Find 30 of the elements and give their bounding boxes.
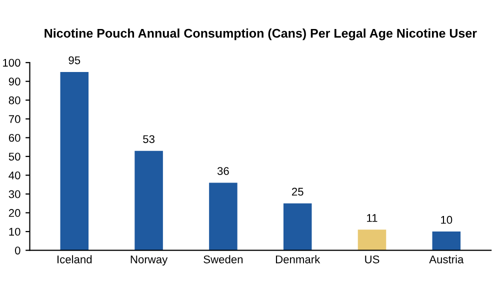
y-tick-label: 80	[8, 96, 20, 104]
x-tick-label: Sweden	[204, 255, 243, 264]
bar	[209, 182, 238, 250]
data-label: 36	[217, 167, 229, 175]
x-tick-label: Denmark	[276, 255, 320, 264]
y-tick-label: 0	[14, 246, 20, 254]
data-label: 11	[367, 214, 378, 222]
y-tick-label: 60	[8, 134, 20, 142]
bar	[358, 230, 386, 250]
y-tick-label: 40	[8, 171, 20, 180]
data-label: 10	[441, 216, 452, 224]
chart-title: Nicotine Pouch Annual Consumption (Cans) Per Legal Age Nicotine User	[44, 28, 477, 40]
bar	[283, 203, 312, 250]
y-tick-label: 50	[8, 152, 20, 161]
data-label: 53	[143, 135, 154, 144]
y-tick-label: 10	[9, 228, 20, 236]
bar	[60, 72, 89, 250]
x-tick-label: Norway	[130, 256, 168, 266]
data-label: 95	[68, 56, 80, 64]
y-tick-label: 20	[8, 209, 20, 217]
y-tick-label: 70	[8, 115, 20, 124]
bar	[432, 232, 461, 250]
y-tick-label: 100	[3, 58, 20, 67]
y-tick-label: 30	[8, 190, 20, 198]
x-tick-label: Austria	[429, 255, 464, 264]
bar	[134, 150, 163, 250]
x-tick-label: US	[365, 255, 380, 264]
y-tick-label: 90	[8, 78, 20, 86]
data-label: 25	[292, 188, 304, 196]
x-tick-label: Iceland	[58, 255, 92, 264]
